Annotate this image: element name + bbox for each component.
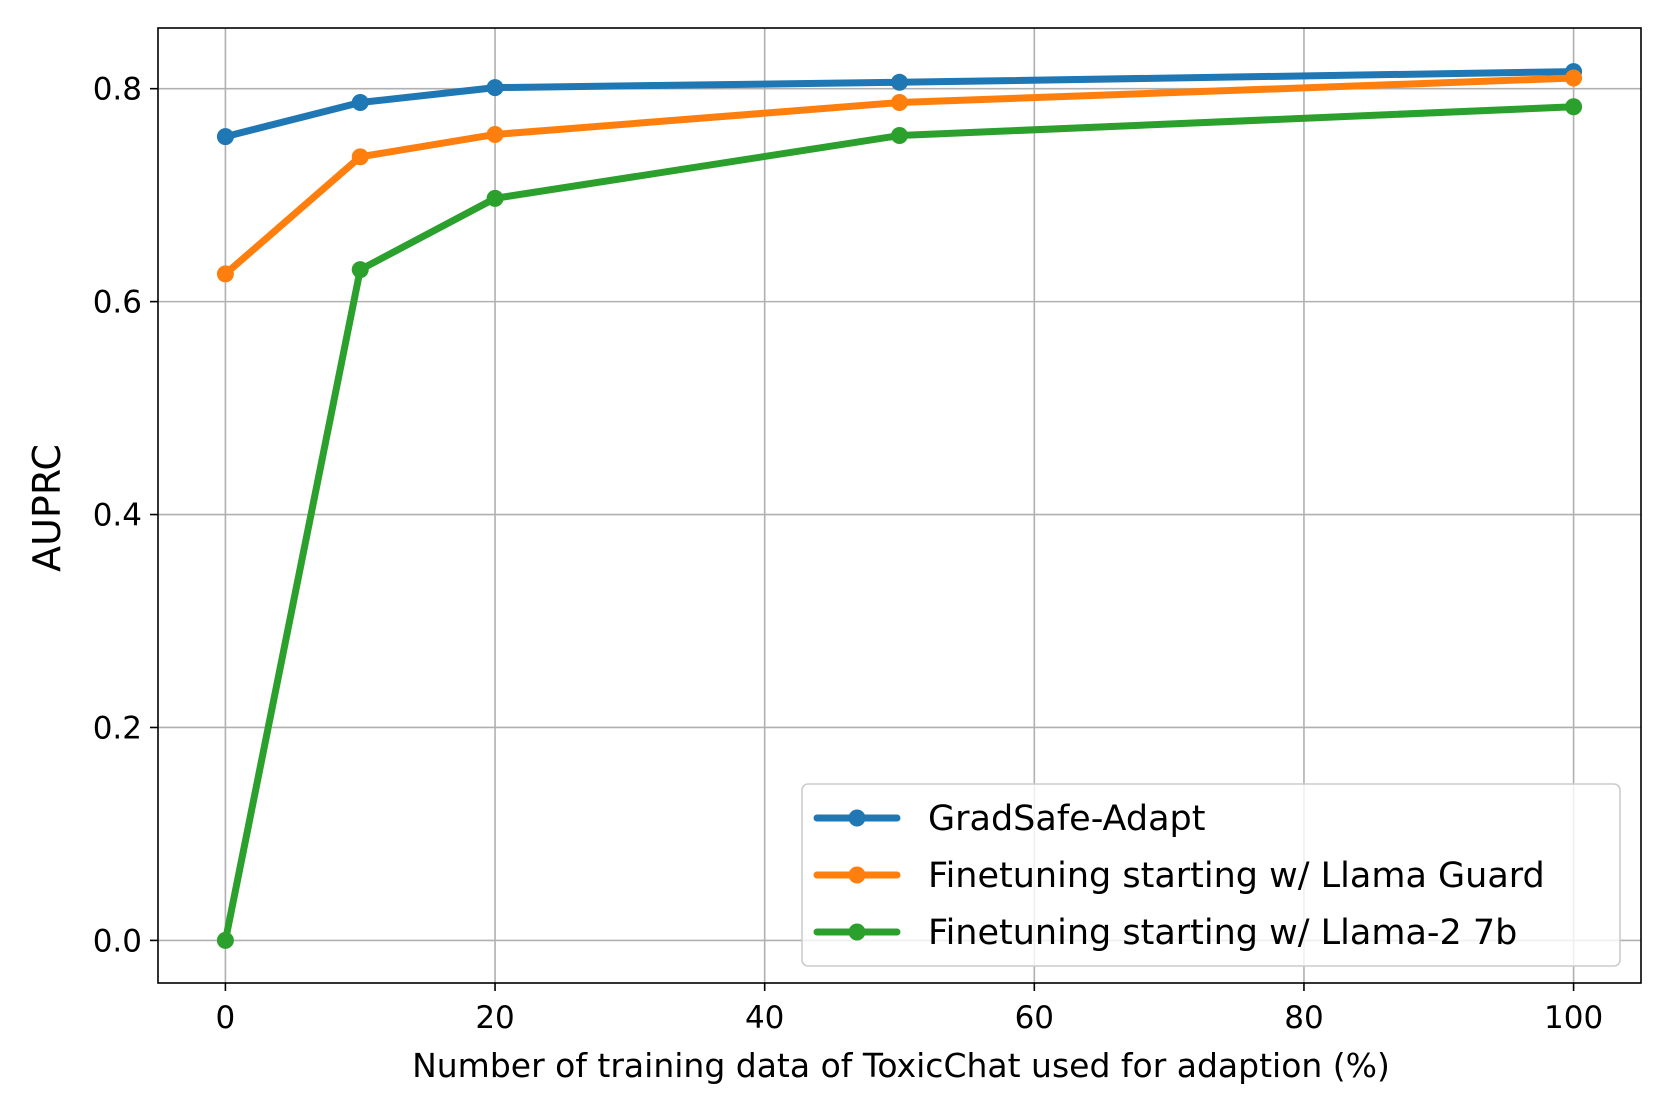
x-axis-ticks: 0 20 40 60 80 100 (216, 983, 1603, 1036)
legend-entry-label: GradSafe-Adapt (928, 799, 1206, 839)
data-point (216, 128, 234, 146)
y-tick-label: 0.4 (93, 498, 142, 534)
x-axis-label: Number of training data of ToxicChat use… (412, 1046, 1390, 1085)
data-point (216, 931, 234, 949)
y-axis-label: AUPRC (25, 444, 69, 572)
x-tick-label: 100 (1544, 1000, 1603, 1036)
x-tick-label: 40 (745, 1000, 784, 1036)
data-point (351, 148, 369, 166)
legend-swatch-marker (848, 923, 866, 941)
data-point (486, 79, 504, 97)
legend-box (801, 783, 1621, 967)
data-point (351, 94, 369, 112)
legend: GradSafe-Adapt Finetuning starting w/ Lla… (801, 783, 1621, 967)
series-points (216, 63, 1583, 949)
x-tick-label: 60 (1015, 1000, 1054, 1036)
data-point (891, 127, 908, 145)
legend-swatch-marker (848, 866, 866, 884)
data-point (216, 265, 234, 283)
legend-entry-label: Finetuning starting w/ Llama Guard (928, 856, 1545, 896)
x-tick-label: 20 (475, 1000, 514, 1036)
legend-entry-label: Finetuning starting w/ Llama-2 7b (928, 913, 1517, 953)
data-point (351, 261, 369, 279)
data-point (486, 189, 504, 207)
y-tick-label: 0.2 (93, 710, 142, 746)
x-tick-label: 80 (1284, 1000, 1323, 1036)
data-point (1565, 69, 1583, 87)
y-axis-ticks: 0.0 0.2 0.4 0.6 0.8 (93, 72, 158, 959)
x-tick-label: 0 (216, 1000, 236, 1036)
data-point (1565, 98, 1583, 116)
data-point (891, 94, 908, 112)
y-tick-label: 0.8 (93, 72, 142, 108)
data-point (486, 125, 504, 143)
y-tick-label: 0.0 (93, 923, 142, 959)
y-tick-label: 0.6 (93, 285, 142, 321)
legend-swatch-marker (848, 809, 866, 827)
data-point (891, 73, 908, 91)
plot-frame (157, 27, 1642, 984)
